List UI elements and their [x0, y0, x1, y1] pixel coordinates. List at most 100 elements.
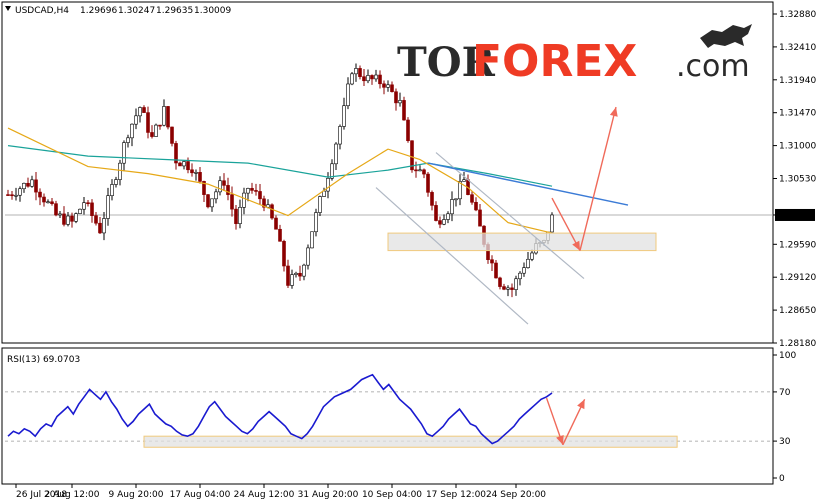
candle-body	[66, 215, 70, 225]
candle-body	[22, 182, 26, 190]
axis-layer: 1.32880 1.32410 1.31940 1.31470 1.31000 1.305…	[15, 10, 816, 500]
rsi-panel-frame	[1, 347, 774, 485]
candle-body	[78, 208, 82, 214]
price-tick-label: 1.31940	[779, 76, 816, 86]
high-value: 1.30247	[118, 6, 155, 16]
candle-body	[274, 217, 278, 230]
candle-body	[174, 143, 178, 164]
candle-body	[38, 191, 42, 198]
candle-body	[118, 162, 122, 180]
candle-body	[498, 277, 502, 287]
time-tick-label: 17 Sep 12:00	[426, 490, 486, 500]
time-tick-label: 9 Aug 20:00	[109, 490, 164, 500]
candle-body	[314, 212, 318, 233]
price-tick-label: 1.28650	[779, 306, 816, 316]
candle-body	[406, 119, 410, 142]
forecast-arrow	[579, 106, 617, 251]
candle-body	[206, 194, 210, 208]
candle-body	[526, 258, 530, 268]
candle-body	[494, 262, 498, 279]
price-tick-label: 1.30530	[779, 175, 816, 185]
candle-body	[330, 163, 334, 179]
candle-body	[74, 213, 78, 222]
candle-body	[162, 106, 166, 126]
logo-text-com: .com	[676, 49, 750, 84]
candle-body	[522, 267, 526, 274]
candle-body	[402, 100, 406, 121]
candle-body	[334, 143, 338, 165]
candle-body	[290, 274, 294, 286]
candle-body	[470, 194, 474, 203]
candle-body	[530, 252, 534, 260]
candle-body	[426, 173, 430, 193]
candle-body	[374, 74, 378, 80]
candle-body	[382, 83, 386, 88]
candle-body	[474, 201, 478, 211]
rsi-title: RSI(13) 69.0703	[7, 355, 80, 365]
candle-body	[462, 179, 466, 182]
candle-body	[54, 203, 58, 216]
candle-body	[226, 185, 230, 195]
candle-body	[194, 172, 198, 174]
channel-upper-line	[435, 152, 585, 280]
bull-icon	[700, 24, 752, 48]
candle-body	[122, 142, 126, 164]
candle-body	[366, 75, 370, 82]
candle-body	[262, 198, 266, 208]
time-tick-label: 17 Aug 04:00	[170, 490, 231, 500]
candle-body	[42, 196, 46, 203]
candle-body	[70, 215, 74, 222]
support-zone	[387, 232, 657, 252]
candle-body	[342, 105, 346, 127]
candle-body	[246, 188, 250, 194]
candle-body	[178, 162, 182, 167]
low-value: 1.29635	[156, 6, 193, 16]
rsi-forecast-arrow-head	[577, 399, 585, 410]
candle-body	[102, 218, 106, 234]
rsi-tick-label: 30	[779, 437, 791, 447]
candle-body	[190, 169, 194, 174]
candle-body	[142, 107, 146, 113]
candle-body	[490, 259, 494, 264]
candle-body	[358, 68, 362, 77]
candle-body	[170, 126, 174, 144]
rsi-forecast-arrow-head	[556, 434, 564, 445]
current-price-box	[775, 208, 815, 221]
candle-body	[198, 172, 202, 182]
rsi-support-zone	[143, 435, 678, 448]
rsi-layer: RSI(13) 69.0703	[5, 355, 773, 448]
candle-body	[318, 196, 322, 213]
candle-body	[134, 115, 138, 125]
price-tick-label: 1.32880	[779, 10, 816, 20]
close-value: 1.30009	[194, 6, 231, 16]
rsi-tick-label: 0	[779, 474, 785, 484]
candle-body	[90, 202, 94, 216]
candle-body	[62, 213, 66, 225]
candle-body	[218, 180, 222, 193]
candle-body	[186, 161, 190, 171]
price-tick-label: 1.31000	[779, 142, 816, 152]
ma-slow-line	[7, 145, 553, 187]
candle-body	[446, 213, 450, 220]
torforex-logo: TOR FOREX .com	[397, 24, 752, 87]
price-tick-label: 1.28180	[779, 339, 816, 349]
candle-body	[106, 195, 110, 219]
price-tick-label: 1.29590	[779, 240, 816, 250]
candle-body	[50, 201, 54, 204]
candle-body	[230, 194, 234, 210]
candle-body	[26, 182, 30, 187]
candle-body	[210, 198, 214, 208]
candle-body	[414, 169, 418, 172]
candle-body	[514, 278, 518, 290]
candle-body	[250, 188, 254, 191]
candle-body	[130, 123, 134, 139]
candle-body	[362, 76, 366, 82]
candle-body	[138, 107, 142, 117]
candle-body	[166, 106, 170, 128]
candle-body	[434, 205, 438, 221]
forecast-arrow-head	[572, 240, 580, 251]
candle-body	[242, 192, 246, 208]
logo-text-tor: TOR	[397, 39, 496, 86]
